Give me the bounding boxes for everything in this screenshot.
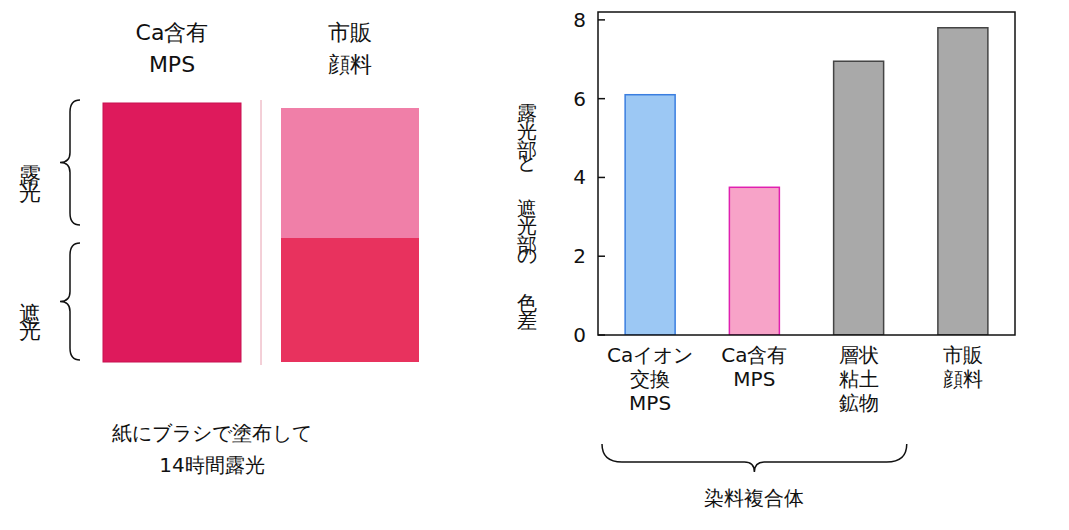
- x-tick-label-line: 粘土: [839, 367, 879, 391]
- brace: [60, 100, 80, 225]
- figure: Ca含有MPS市販顔料露光遮光紙にブラシで塗布して14時間露光露光部と遮光部の色…: [0, 0, 1069, 530]
- sample-label-line: 顔料: [328, 52, 372, 77]
- x-tick-label-line: Ca含有: [721, 343, 787, 367]
- x-tick-label-line: 層状: [839, 343, 879, 367]
- x-tick-label-line: 鉱物: [839, 391, 879, 415]
- x-tick-label-line: Caイオン: [607, 343, 693, 367]
- x-tick-label: 層状粘土鉱物: [839, 343, 879, 415]
- swatch-exposed: [281, 108, 419, 238]
- x-tick-label: 市販顔料: [943, 343, 983, 391]
- bar: [625, 95, 675, 335]
- sample-label: 市販顔料: [328, 20, 372, 77]
- y-tick-label: 4: [573, 165, 586, 189]
- caption-line: 紙にブラシで塗布して: [112, 421, 312, 445]
- bar: [834, 61, 884, 335]
- y-tick: [598, 177, 605, 179]
- y-tick-label: 8: [573, 8, 586, 32]
- bar: [729, 187, 779, 335]
- y-tick-label: 2: [573, 244, 586, 268]
- sample-label-line: Ca含有: [136, 20, 209, 45]
- region-label: 遮光: [18, 285, 43, 341]
- x-tick-label: Ca含有MPS: [721, 343, 787, 391]
- caption: 紙にブラシで塗布して 14時間露光: [112, 421, 312, 477]
- sample-label: Ca含有 MPS: [136, 20, 209, 77]
- group-label-line: 染料複合体: [704, 486, 804, 510]
- x-tick-label: Caイオン交換MPS: [607, 343, 693, 415]
- y-tick: [598, 98, 605, 100]
- x-tick-label-line: MPS: [629, 391, 671, 415]
- y-tick-label: 6: [573, 87, 586, 111]
- divider: [261, 100, 262, 365]
- swatch: [103, 103, 241, 362]
- plot-frame: [598, 12, 1015, 335]
- y-tick: [598, 255, 605, 257]
- y-tick: [598, 19, 605, 21]
- region-label: 露光: [18, 147, 43, 203]
- y-axis-title: 露光部と遮光部の色差: [515, 87, 539, 330]
- caption-line: 14時間露光: [159, 453, 264, 477]
- sample-label-line: MPS: [149, 52, 195, 77]
- group-label: 染料複合体: [704, 486, 804, 510]
- bar: [938, 28, 988, 335]
- x-tick-label-line: 顔料: [943, 367, 983, 391]
- x-tick-label-line: MPS: [733, 367, 775, 391]
- x-tick-label-line: 交換: [630, 367, 670, 391]
- brace: [60, 243, 80, 360]
- y-tick-label: 0: [573, 323, 586, 347]
- y-tick: [598, 334, 605, 336]
- bars: [625, 28, 988, 335]
- sample-label-line: 市販: [328, 20, 372, 45]
- x-tick-label-line: 市販: [943, 343, 983, 367]
- swatch-shaded: [281, 238, 419, 362]
- group-bracket: [602, 444, 907, 472]
